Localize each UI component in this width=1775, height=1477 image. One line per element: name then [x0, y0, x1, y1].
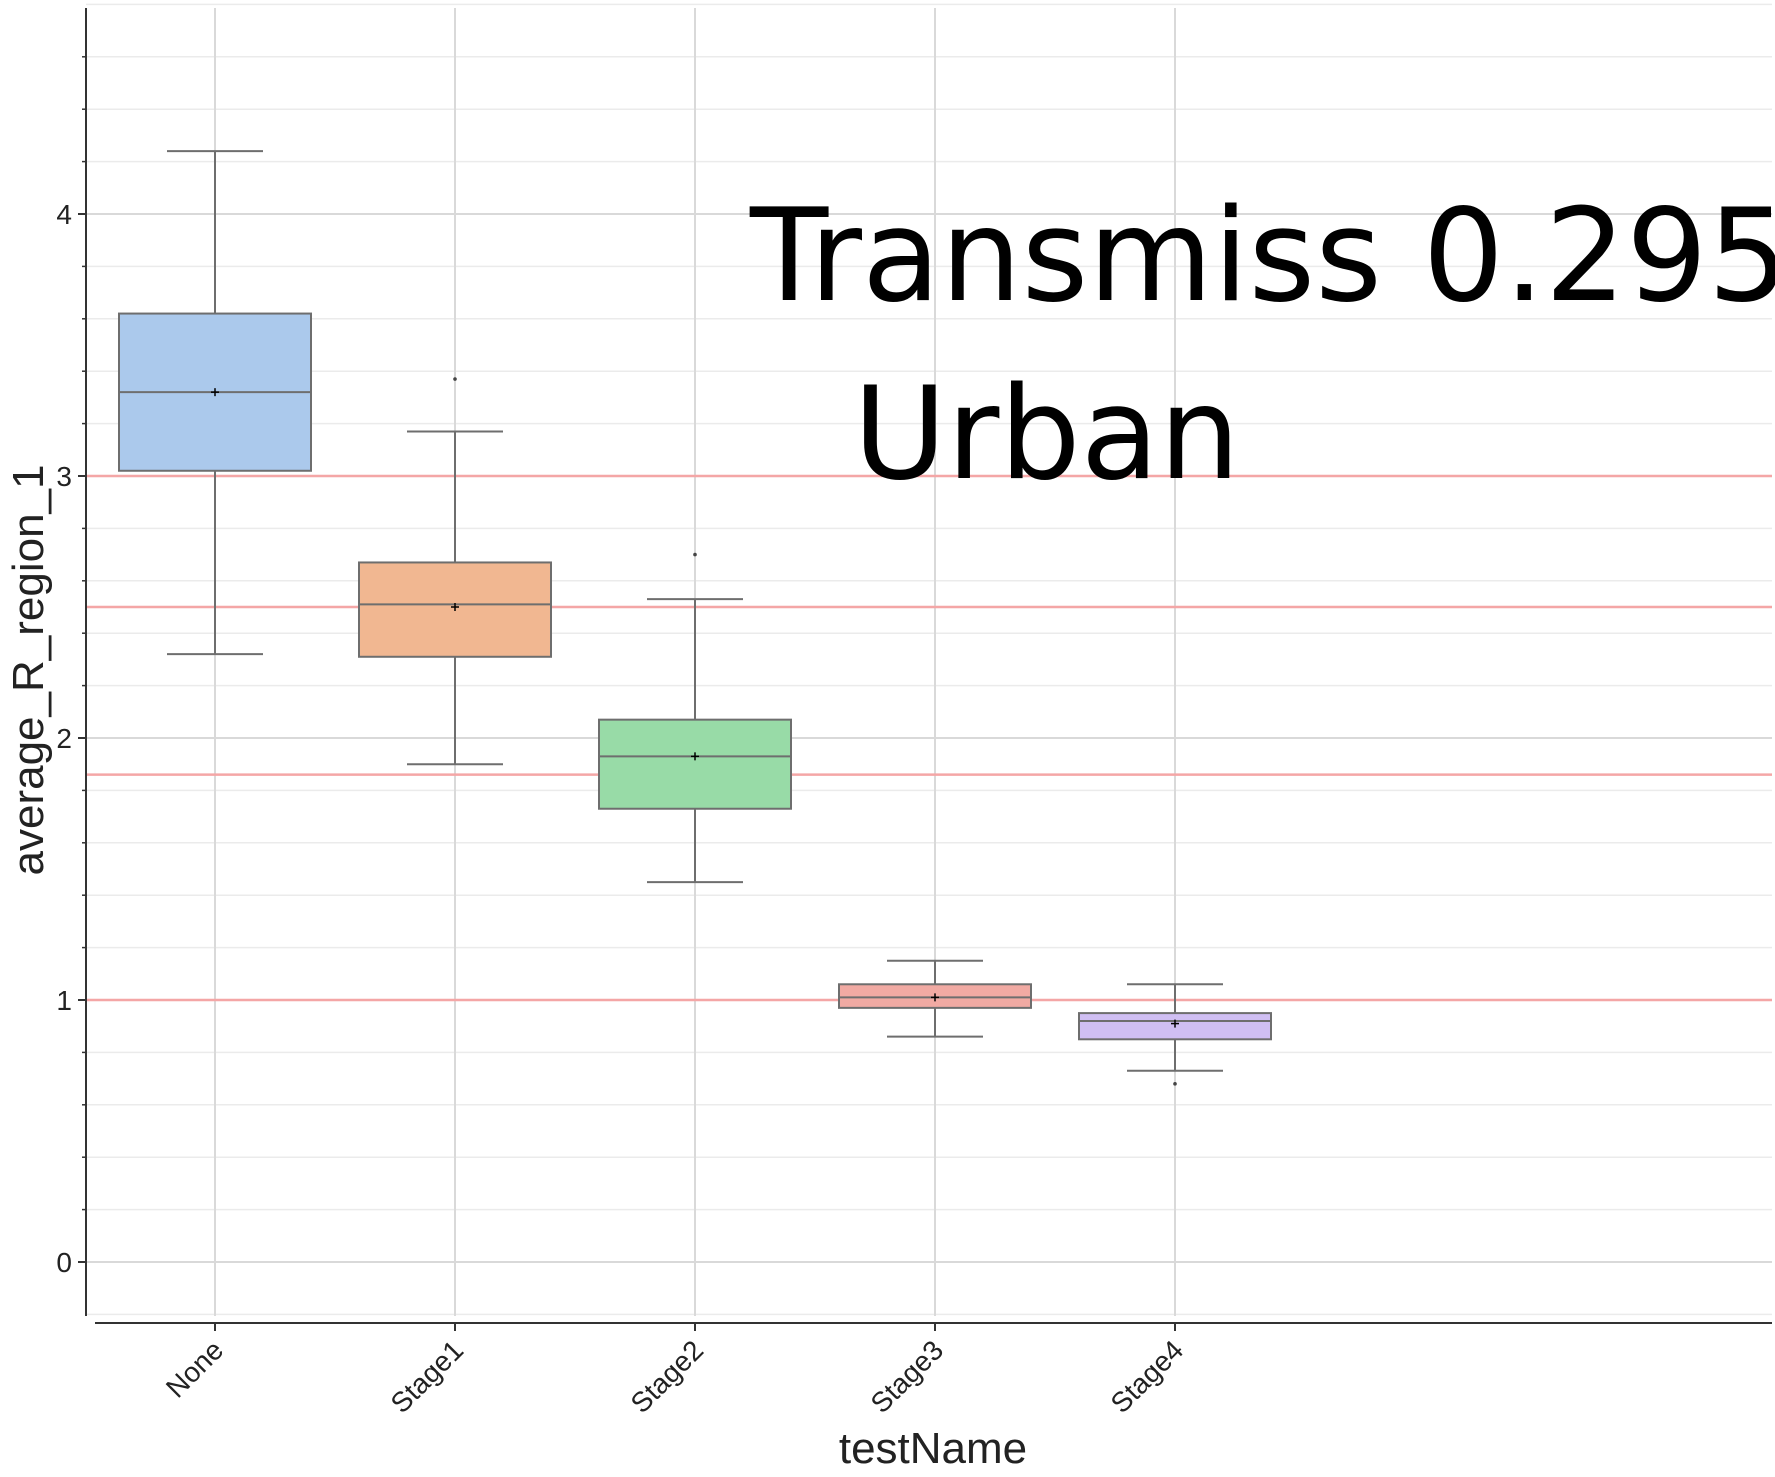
box-iqr — [1078, 1012, 1272, 1041]
box-Stage3 — [838, 959, 1032, 1038]
x-tick-label: Stage2 — [625, 1334, 710, 1419]
y-axis-title: average_R_region_1 — [4, 465, 53, 876]
outlier-point — [453, 377, 457, 381]
y-tick-label: 0 — [56, 1247, 72, 1278]
outlier-point — [1173, 1082, 1177, 1086]
box-Stage4 — [1078, 983, 1272, 1086]
boxes — [118, 150, 1272, 1086]
outlier-point — [693, 552, 697, 557]
box-Stage2 — [598, 552, 792, 884]
x-tick-label: Stage4 — [1105, 1334, 1190, 1419]
x-tick-label: Stage3 — [865, 1334, 950, 1419]
annotation-title: Transmiss 0.295 — [749, 182, 1775, 331]
y-tick-label: 4 — [56, 199, 72, 230]
y-tick-label: 3 — [56, 461, 72, 492]
x-tick-label: Stage1 — [385, 1334, 470, 1419]
x-axis-title: testName — [839, 1424, 1027, 1473]
box-iqr — [598, 718, 792, 810]
box-Stage1 — [358, 377, 552, 766]
x-tick-label: None — [160, 1334, 229, 1403]
y-tick-label: 1 — [56, 985, 72, 1016]
y-tick-label: 2 — [56, 723, 72, 754]
annotation-subtitle: Urban — [853, 360, 1240, 509]
box-None — [118, 150, 312, 656]
